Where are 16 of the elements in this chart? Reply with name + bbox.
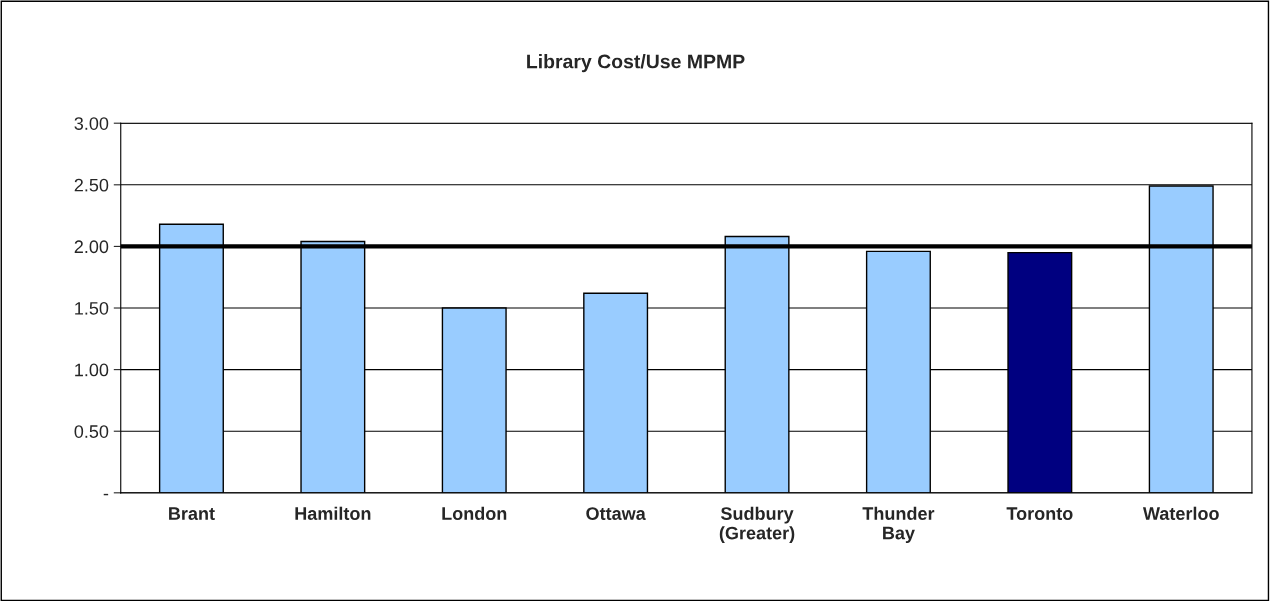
x-tick-label: Ottawa xyxy=(586,507,646,520)
y-tick-label: 2.50 xyxy=(74,178,109,192)
y-tick-label: 1.00 xyxy=(75,363,109,377)
chart-title: Library Cost/Use MPMP xyxy=(527,54,745,73)
x-tick-label: Hamilton xyxy=(295,506,371,520)
y-tick-label: 2.00 xyxy=(74,240,109,254)
y-tick-label: 1.50 xyxy=(75,301,109,315)
x-tick-label: Waterloo xyxy=(1142,506,1219,520)
y-tick-label: - xyxy=(103,493,109,496)
y-tick-label: 0.50 xyxy=(74,425,109,438)
x-tick-label: Brant xyxy=(169,507,215,520)
x-tick-label: Thunder Bay xyxy=(862,506,935,543)
x-tick-label: London xyxy=(442,506,507,520)
y-tick-label: 3.00 xyxy=(74,117,109,130)
x-tick-label: Sudbury (Greater) xyxy=(719,506,795,543)
x-tick-label: Toronto xyxy=(1006,507,1073,520)
